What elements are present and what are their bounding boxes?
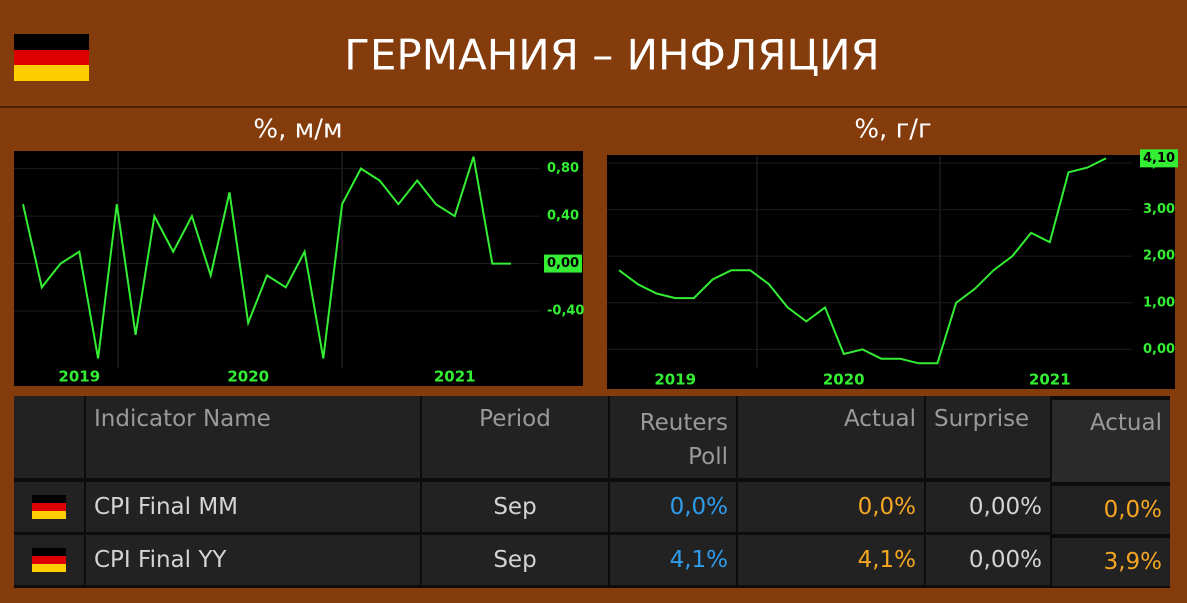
header-cell: Actual (1052, 400, 1170, 482)
value-label: 4,10 (1143, 151, 1175, 166)
chart-subtitle: %, м/м (253, 115, 342, 145)
cell: 4,1% (738, 535, 924, 585)
value-label: 0,00 (547, 256, 579, 271)
value-label-box (1140, 149, 1178, 168)
cell: 0,0% (610, 482, 736, 532)
cell: 3,9% (1052, 538, 1170, 586)
flag-icon (32, 495, 66, 519)
cell: 0,0% (738, 482, 924, 532)
cell: 0,00% (926, 535, 1050, 585)
y-tick-label: 3,00 (1143, 202, 1175, 217)
cell: CPI Final MM (86, 482, 420, 532)
y-tick-label: 0,80 (547, 161, 579, 176)
indicator-table: Indicator Name Period Reuters Poll Actua… (14, 396, 1170, 588)
page-title: ГЕРМАНИЯ – ИНФЛЯЦИЯ (344, 31, 879, 80)
header-cell: Reuters Poll (610, 396, 736, 478)
y-tick-label: 0,40 (547, 209, 579, 224)
cell: 4,1% (610, 535, 736, 585)
x-tick-label: 2021 (1029, 371, 1071, 389)
cell: Sep (422, 482, 608, 532)
value-label-box (544, 254, 582, 273)
chart-panel (607, 155, 1175, 389)
header-cell (14, 396, 84, 478)
y-tick-label: 0,00 (1143, 342, 1175, 357)
line-series (22, 156, 511, 359)
y-tick-label: 1,00 (1143, 295, 1175, 310)
flag-icon (32, 548, 66, 572)
x-tick-label: 2019 (58, 368, 100, 386)
x-tick-label: 2019 (654, 371, 696, 389)
cell: CPI Final YY (86, 535, 420, 585)
y-tick-label: -0,40 (547, 304, 584, 319)
x-tick-label: 2020 (823, 371, 865, 389)
header-cell: Actual (738, 396, 924, 478)
chart-subtitle: %, г/г (854, 115, 931, 145)
header-cell: Surprise (926, 396, 1050, 478)
x-tick-label: 2020 (227, 368, 269, 386)
y-tick-label: 2,00 (1143, 249, 1175, 264)
cell: Sep (422, 535, 608, 585)
charts: ГЕРМАНИЯ – ИНФЛЯЦИЯ %, м/м %, г/г 0,80 0,… (0, 31, 1187, 389)
x-tick-label: 2021 (434, 368, 476, 386)
flag-cell (14, 535, 84, 585)
header-flag (14, 34, 89, 81)
cell: 0,00% (926, 482, 1050, 532)
header-cell: Indicator Name (86, 396, 420, 478)
cell: 0,0% (1052, 486, 1170, 534)
line-series (618, 157, 1107, 365)
header-cell: Period (422, 396, 608, 478)
flag-cell (14, 482, 84, 532)
